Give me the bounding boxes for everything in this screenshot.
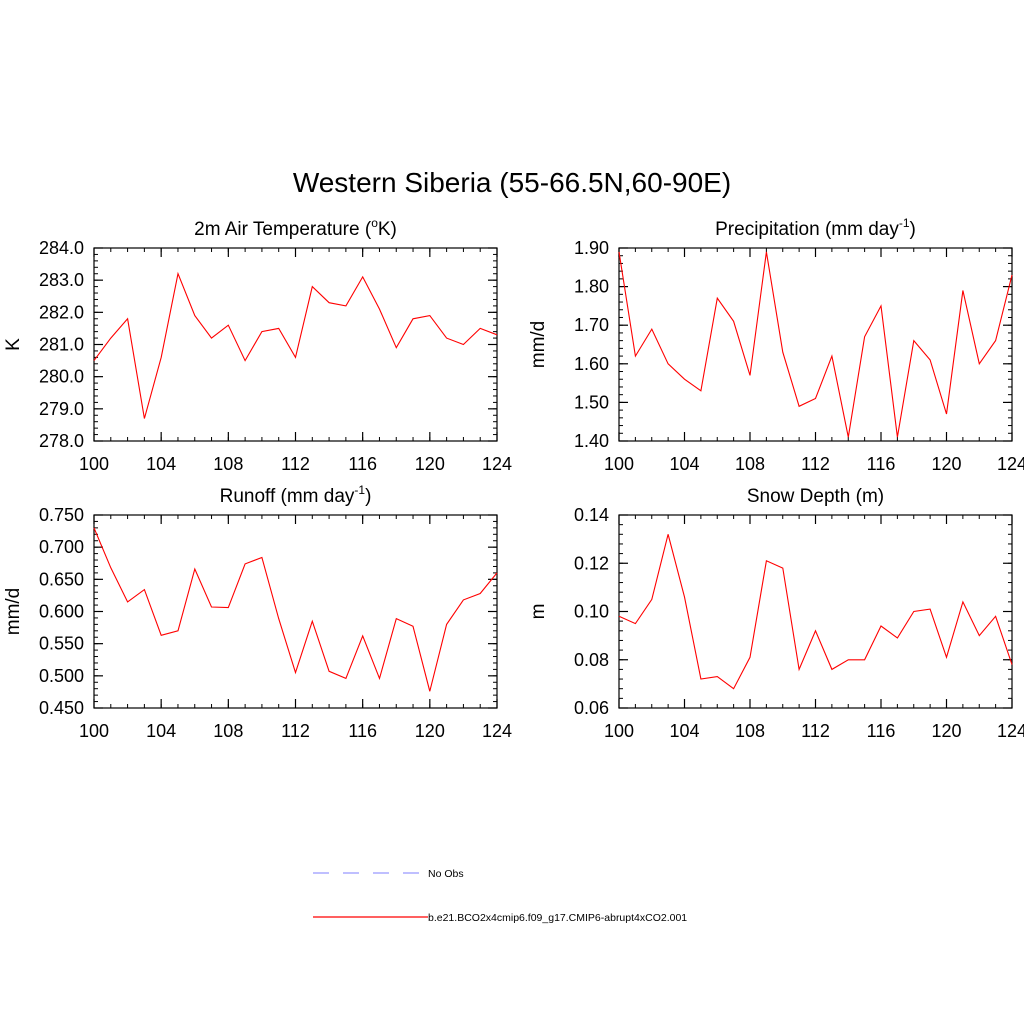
y-tick-label: 0.500 <box>39 666 84 686</box>
series-line-precipitation <box>618 251 1013 438</box>
panel-runoff: Runoff (mm day-1) 100 104 108 112 116 120 124 0.… <box>3 483 512 741</box>
y-tick-label: 1.70 <box>574 315 609 335</box>
x-tick-label: 100 <box>79 454 109 474</box>
x-tick-label: 108 <box>735 721 765 741</box>
legend-label-no-obs: No Obs <box>428 868 464 880</box>
y-tick-label: 284.0 <box>39 238 84 258</box>
chart-panels: 2m Air Temperature (oK) 100 104 108 112 116 12… <box>3 216 1024 741</box>
x-tick-label: 120 <box>931 454 961 474</box>
y-tick-label: 0.750 <box>39 505 84 525</box>
x-tick-label: 112 <box>281 721 310 741</box>
x-tick-label: 120 <box>415 454 445 474</box>
x-tick-label: 108 <box>213 721 243 741</box>
x-tick-label: 120 <box>931 721 961 741</box>
y-tick-label: 1.90 <box>574 238 609 258</box>
x-tick-label: 112 <box>281 454 310 474</box>
y-tick-label: 0.650 <box>39 569 84 589</box>
y-axis-label-snow-depth: m <box>528 604 549 620</box>
y-tick-label: 1.40 <box>574 431 609 451</box>
y-axis-label-air-temperature: K <box>3 338 24 351</box>
x-tick-label: 124 <box>997 721 1024 741</box>
x-tick-label: 108 <box>213 454 243 474</box>
y-tick-label: 283.0 <box>39 270 84 290</box>
panel-precipitation: Precipitation (mm day-1) 100 104 108 112 116 1… <box>528 216 1024 474</box>
x-tick-label: 116 <box>348 454 377 474</box>
x-tick-label: 100 <box>604 454 634 474</box>
x-tick-label: 108 <box>735 454 765 474</box>
plot-frame-air-temperature <box>93 247 498 442</box>
plot-frame-precipitation <box>618 247 1013 442</box>
legend: No Obs b.e21.BCO2x4cmip6.f09_g17.CMIP6-a… <box>313 868 687 924</box>
x-tick-label: 112 <box>801 454 830 474</box>
x-tick-label: 124 <box>997 454 1024 474</box>
y-tick-label: 1.60 <box>574 354 609 374</box>
panel-title-air-temperature: 2m Air Temperature (oK) <box>194 216 397 240</box>
x-tick-label: 116 <box>867 454 896 474</box>
y-tick-label: 1.50 <box>574 392 609 412</box>
x-tick-label: 104 <box>146 454 176 474</box>
series-line-runoff <box>93 527 498 692</box>
y-tick-label: 0.550 <box>39 634 84 654</box>
x-tick-label: 112 <box>801 721 830 741</box>
y-tick-label: 279.0 <box>39 399 84 419</box>
series-line-snow-depth <box>618 534 1013 690</box>
x-tick-label: 116 <box>867 721 896 741</box>
y-tick-label: 1.80 <box>574 277 609 297</box>
panel-title-runoff: Runoff (mm day-1) <box>220 483 372 507</box>
y-tick-label: 281.0 <box>39 335 84 355</box>
x-tick-label: 116 <box>348 721 377 741</box>
panel-air-temperature: 2m Air Temperature (oK) 100 104 108 112 116 12… <box>3 216 512 474</box>
x-tick-label: 100 <box>79 721 109 741</box>
y-tick-label: 0.14 <box>574 505 609 525</box>
y-axis-label-runoff: mm/d <box>3 588 24 636</box>
y-tick-label: 280.0 <box>39 367 84 387</box>
plot-frame-runoff <box>93 514 498 709</box>
y-tick-label: 282.0 <box>39 302 84 322</box>
series-line-air-temperature <box>93 271 498 419</box>
x-tick-label: 104 <box>669 454 699 474</box>
x-tick-label: 104 <box>146 721 176 741</box>
x-tick-label: 100 <box>604 721 634 741</box>
x-tick-label: 124 <box>482 721 512 741</box>
figure-title: Western Siberia (55-66.5N,60-90E) <box>293 167 731 198</box>
panel-title-precipitation: Precipitation (mm day-1) <box>715 216 916 240</box>
x-tick-label: 124 <box>482 454 512 474</box>
x-tick-label: 104 <box>669 721 699 741</box>
y-tick-label: 0.08 <box>574 650 609 670</box>
legend-label-model: b.e21.BCO2x4cmip6.f09_g17.CMIP6-abrupt4x… <box>428 912 687 924</box>
plot-frame-snow-depth <box>618 514 1013 709</box>
panel-title-snow-depth: Snow Depth (m) <box>747 486 884 507</box>
y-tick-label: 0.700 <box>39 537 84 557</box>
y-axis-label-precipitation: mm/d <box>528 321 549 369</box>
x-tick-label: 120 <box>415 721 445 741</box>
y-tick-label: 278.0 <box>39 431 84 451</box>
y-tick-label: 0.600 <box>39 602 84 622</box>
y-tick-label: 0.450 <box>39 698 84 718</box>
y-tick-label: 0.12 <box>574 553 609 573</box>
panel-snow-depth: Snow Depth (m) 100 104 108 112 116 120 124 0.06 0… <box>528 486 1024 741</box>
y-tick-label: 0.10 <box>574 602 609 622</box>
y-tick-label: 0.06 <box>574 698 609 718</box>
